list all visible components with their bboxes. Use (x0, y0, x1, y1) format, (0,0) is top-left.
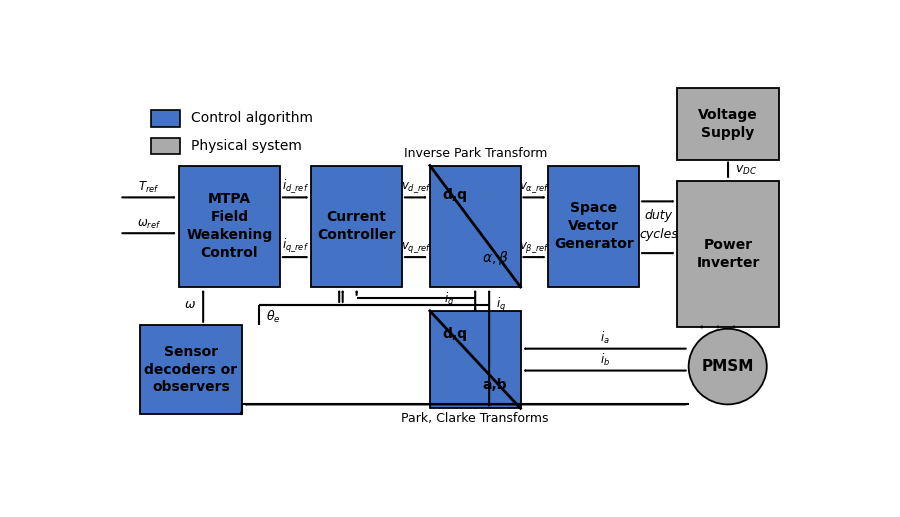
Text: Current: Current (327, 210, 387, 224)
Text: duty: duty (644, 209, 672, 222)
Text: Power: Power (704, 238, 752, 252)
Bar (151, 138, 180, 155)
Text: observers: observers (152, 381, 230, 394)
Text: Supply: Supply (701, 126, 755, 140)
Text: Inverter: Inverter (697, 256, 760, 270)
Text: Voltage: Voltage (698, 108, 758, 122)
Text: Vector: Vector (568, 219, 619, 233)
Text: $v_{\beta\_ref}$: $v_{\beta\_ref}$ (519, 240, 550, 255)
Text: cycles: cycles (639, 229, 678, 241)
Text: d,q: d,q (443, 327, 468, 341)
Text: $i_{q\_ref}$: $i_{q\_ref}$ (282, 237, 309, 255)
Text: PMSM: PMSM (701, 359, 754, 374)
Bar (678, 181, 778, 327)
Text: Field: Field (211, 210, 248, 224)
Text: $\theta_e$: $\theta_e$ (266, 309, 281, 325)
Text: Weakening: Weakening (186, 228, 273, 242)
Text: $v_{DC}$: $v_{DC}$ (734, 164, 757, 177)
Text: $i_a$: $i_a$ (600, 330, 610, 346)
Text: $\alpha,\beta$: $\alpha,\beta$ (482, 249, 508, 267)
Text: MTPA: MTPA (208, 192, 251, 206)
Text: Control: Control (201, 246, 258, 260)
Bar (151, 110, 180, 127)
Ellipse shape (688, 329, 767, 404)
Text: $v_{\alpha\_ref}$: $v_{\alpha\_ref}$ (519, 180, 550, 195)
Text: $T_{ref}$: $T_{ref}$ (138, 180, 159, 195)
Text: Park, Clarke Transforms: Park, Clarke Transforms (401, 412, 549, 424)
Text: $\omega$: $\omega$ (184, 298, 196, 311)
Text: Physical system: Physical system (191, 139, 302, 153)
Text: $v_{q\_ref}$: $v_{q\_ref}$ (400, 240, 431, 255)
Text: $i_q$: $i_q$ (496, 296, 507, 314)
Text: Space: Space (571, 201, 617, 216)
Text: a,b: a,b (482, 378, 508, 392)
Text: Controller: Controller (318, 228, 396, 242)
Text: d,q: d,q (443, 188, 468, 202)
Text: Sensor: Sensor (164, 345, 218, 359)
Bar (311, 165, 402, 287)
Bar (548, 165, 639, 287)
Text: $\omega_{ref}$: $\omega_{ref}$ (137, 218, 161, 231)
Bar (430, 311, 520, 408)
Text: $i_d$: $i_d$ (444, 291, 454, 307)
Bar (430, 165, 520, 287)
Text: Generator: Generator (554, 237, 634, 251)
Text: $i_{d\_ref}$: $i_{d\_ref}$ (282, 177, 309, 195)
Text: Inverse Park Transform: Inverse Park Transform (403, 147, 547, 160)
Text: decoders or: decoders or (144, 362, 238, 376)
Bar (140, 325, 241, 414)
Bar (678, 88, 778, 160)
Text: $i_b$: $i_b$ (600, 352, 610, 368)
Text: Control algorithm: Control algorithm (191, 111, 312, 125)
Bar (179, 165, 280, 287)
Text: $v_{d\_ref}$: $v_{d\_ref}$ (400, 180, 431, 195)
